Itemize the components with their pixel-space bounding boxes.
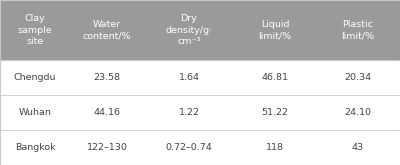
Text: Clay
sample
site: Clay sample site	[18, 14, 52, 46]
Text: 1.22: 1.22	[178, 108, 200, 117]
Bar	[0, 0, 400, 60]
Text: 24.10: 24.10	[344, 108, 372, 117]
Text: Water
content/%: Water content/%	[83, 20, 131, 40]
Text: 51.22: 51.22	[262, 108, 288, 117]
Text: 122–130: 122–130	[86, 143, 128, 152]
Text: 1.64: 1.64	[178, 73, 200, 82]
Text: Plastic
limit/%: Plastic limit/%	[342, 20, 374, 40]
Text: Wuhan: Wuhan	[18, 108, 52, 117]
Text: 118: 118	[266, 143, 284, 152]
Text: 46.81: 46.81	[262, 73, 288, 82]
Text: 20.34: 20.34	[344, 73, 372, 82]
Text: Chengdu: Chengdu	[14, 73, 56, 82]
Text: 43: 43	[352, 143, 364, 152]
Bar	[0, 60, 400, 165]
Text: 0.72–0.74: 0.72–0.74	[166, 143, 212, 152]
Text: Bangkok: Bangkok	[15, 143, 55, 152]
Text: 23.58: 23.58	[94, 73, 120, 82]
Text: Dry
density/g·
cm⁻³: Dry density/g· cm⁻³	[166, 14, 212, 46]
Text: 44.16: 44.16	[94, 108, 120, 117]
Text: Liquid
limit/%: Liquid limit/%	[258, 20, 292, 40]
